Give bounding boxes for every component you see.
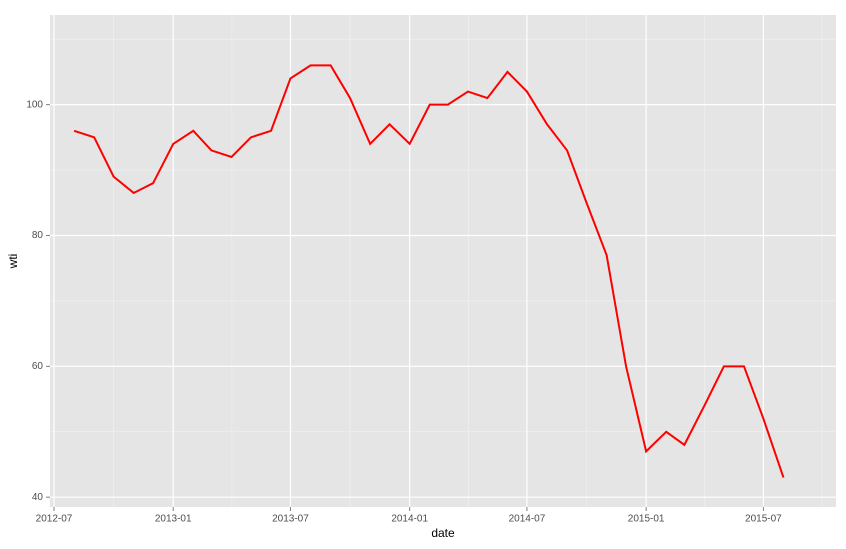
x-axis-label: date [431, 526, 455, 540]
y-tick-label: 100 [26, 99, 43, 110]
x-tick-label: 2013-01 [155, 514, 192, 525]
y-tick-label: 40 [32, 492, 44, 503]
y-tick-label: 80 [32, 230, 44, 241]
x-tick-label: 2015-01 [628, 514, 665, 525]
y-axis-label: wti [6, 254, 20, 270]
line [73, 64, 785, 478]
x-tick-label: 2012-07 [36, 514, 73, 525]
y-tick-label: 60 [32, 361, 44, 372]
x-tick-label: 2015-07 [745, 514, 782, 525]
x-tick-label: 2014-01 [391, 514, 428, 525]
x-tick-label: 2014-07 [509, 514, 546, 525]
x-tick-label: 2013-07 [272, 514, 309, 525]
panel [50, 15, 836, 507]
